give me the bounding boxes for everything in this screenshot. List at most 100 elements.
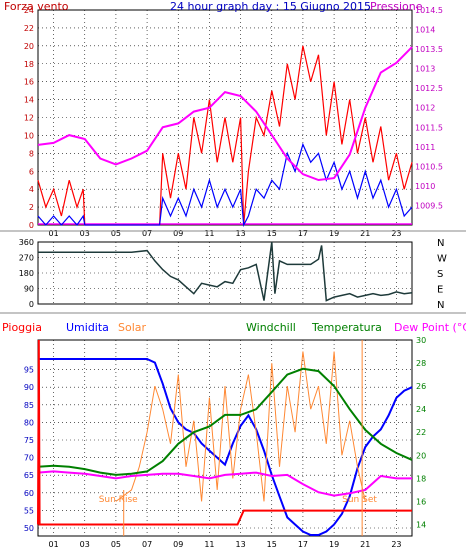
y-tick-label: 1009.5 bbox=[415, 201, 443, 210]
y-tick-label: 18 bbox=[24, 60, 34, 69]
y-tick-label: 28 bbox=[416, 359, 426, 368]
wind-axis-label: Forza vento bbox=[4, 0, 69, 13]
x-tick-label: 17 bbox=[298, 540, 308, 549]
y-tick-label: 70 bbox=[24, 454, 34, 463]
x-tick-label: 13 bbox=[235, 229, 245, 238]
y-tick-label: 0 bbox=[29, 300, 34, 309]
direction-series bbox=[38, 241, 413, 302]
temperature-ticks: 14 16 18 20 22 24 26 28 30 bbox=[416, 336, 426, 529]
y-tick-label: 75 bbox=[24, 436, 34, 445]
x-tick-label: 05 bbox=[111, 540, 121, 549]
temperature-grid bbox=[38, 340, 412, 536]
x-tick-label: 23 bbox=[391, 540, 401, 549]
pressure-series-line bbox=[37, 46, 413, 182]
pressure-axis-label: Pressione bbox=[370, 0, 423, 13]
compass-label: N bbox=[437, 238, 444, 249]
compass-label: E bbox=[437, 285, 443, 296]
solar-series-line bbox=[115, 351, 366, 502]
x-tick-label: 21 bbox=[360, 229, 370, 238]
y-tick-label: 55 bbox=[24, 506, 34, 515]
legend-entry: Dew Point (°C) bbox=[394, 321, 466, 334]
x-tick-label: 03 bbox=[80, 229, 90, 238]
y-tick-label: 0 bbox=[29, 221, 34, 230]
direction-series-line bbox=[38, 241, 413, 302]
x-tick-label: 09 bbox=[173, 540, 183, 549]
temperature-plot-area bbox=[37, 339, 413, 537]
y-tick-label: 90 bbox=[24, 383, 34, 392]
direction-ticks: 0 90 180 270 360 bbox=[19, 238, 34, 309]
x-tick-label: 03 bbox=[80, 540, 90, 549]
y-tick-label: 12 bbox=[24, 114, 34, 123]
x-tick-label: 17 bbox=[298, 229, 308, 238]
wind-series bbox=[37, 45, 413, 228]
y-tick-label: 270 bbox=[19, 254, 34, 263]
x-tick-label: 23 bbox=[391, 229, 401, 238]
y-tick-label: 8 bbox=[29, 149, 34, 158]
legend-entry: Pioggia bbox=[2, 321, 42, 334]
x-tick-label: 05 bbox=[111, 229, 121, 238]
y-tick-label: 18 bbox=[416, 474, 426, 483]
y-tick-label: 360 bbox=[19, 238, 34, 247]
y-tick-label: 20 bbox=[24, 42, 34, 51]
y-tick-label: 14 bbox=[24, 96, 34, 105]
compass-label: S bbox=[437, 269, 443, 280]
legend-entry: Umidita bbox=[66, 321, 109, 334]
sun-set-label: Sun Set bbox=[342, 495, 377, 505]
x-tick-label: 13 bbox=[235, 540, 245, 549]
y-tick-label: 1010 bbox=[415, 182, 435, 191]
y-tick-label: 30 bbox=[416, 336, 426, 345]
y-tick-label: 2 bbox=[29, 203, 34, 212]
humidity-ticks: 50 55 60 65 70 75 80 85 90 95 bbox=[24, 366, 34, 533]
x-tick-label: 11 bbox=[204, 229, 214, 238]
y-tick-label: 1014.5 bbox=[415, 6, 443, 15]
x-tick-label: 19 bbox=[329, 229, 339, 238]
temperature-series bbox=[37, 339, 413, 536]
y-tick-label: 26 bbox=[416, 382, 426, 391]
wind-x-ticks: 01 03 05 07 09 11 13 15 17 19 21 23 bbox=[48, 229, 401, 238]
y-tick-label: 1011.5 bbox=[415, 123, 443, 132]
temperature-x-ticks: 01 03 05 07 09 11 13 15 17 19 21 23 bbox=[48, 540, 401, 549]
legend-entry: Solar bbox=[118, 321, 147, 334]
temperature-series-line bbox=[37, 367, 413, 476]
x-tick-label: 07 bbox=[142, 540, 152, 549]
y-tick-label: 22 bbox=[416, 428, 426, 437]
x-tick-label: 11 bbox=[204, 540, 214, 549]
average-series-line bbox=[37, 142, 413, 228]
x-tick-label: 19 bbox=[329, 540, 339, 549]
legend-entry: Windchill bbox=[246, 321, 296, 334]
y-tick-label: 80 bbox=[24, 418, 34, 427]
y-tick-label: 1013 bbox=[415, 65, 435, 74]
sun-annotations: Sun Rise Sun Set bbox=[99, 340, 377, 536]
y-tick-label: 24 bbox=[416, 405, 426, 414]
y-tick-label: 6 bbox=[29, 167, 34, 176]
x-tick-label: 01 bbox=[48, 540, 58, 549]
y-tick-label: 85 bbox=[24, 401, 34, 410]
y-tick-label: 22 bbox=[24, 24, 34, 33]
y-tick-label: 1013.5 bbox=[415, 45, 443, 54]
y-tick-label: 20 bbox=[416, 451, 426, 460]
y-tick-label: 1011 bbox=[415, 143, 435, 152]
temperature-legend: Pioggia Umidita Solar Windchill Temperatura D… bbox=[2, 321, 466, 334]
y-tick-label: 14 bbox=[416, 520, 426, 529]
y-tick-label: 180 bbox=[19, 269, 34, 278]
y-tick-label: 1012.5 bbox=[415, 84, 443, 93]
chart-title: 24 hour graph day : 15 Giugno 2015 bbox=[170, 0, 371, 13]
y-tick-label: 1012 bbox=[415, 104, 435, 113]
compass-label: N bbox=[437, 300, 444, 311]
temperature-panel: Pioggia Umidita Solar Windchill Temperatura D… bbox=[2, 321, 466, 549]
y-tick-label: 16 bbox=[416, 497, 426, 506]
legend-entry: Temperatura bbox=[311, 321, 382, 334]
y-tick-label: 90 bbox=[24, 285, 34, 294]
y-tick-label: 24 bbox=[24, 6, 34, 15]
pressure-ticks: 1009.5 1010 1010.5 1011 1011.5 1012 1012.5 1013… bbox=[415, 6, 443, 210]
y-tick-label: 65 bbox=[24, 471, 34, 480]
x-tick-label: 09 bbox=[173, 229, 183, 238]
y-tick-label: 16 bbox=[24, 78, 34, 87]
y-tick-label: 4 bbox=[29, 185, 34, 194]
sun-rise-label: Sun Rise bbox=[99, 495, 138, 505]
